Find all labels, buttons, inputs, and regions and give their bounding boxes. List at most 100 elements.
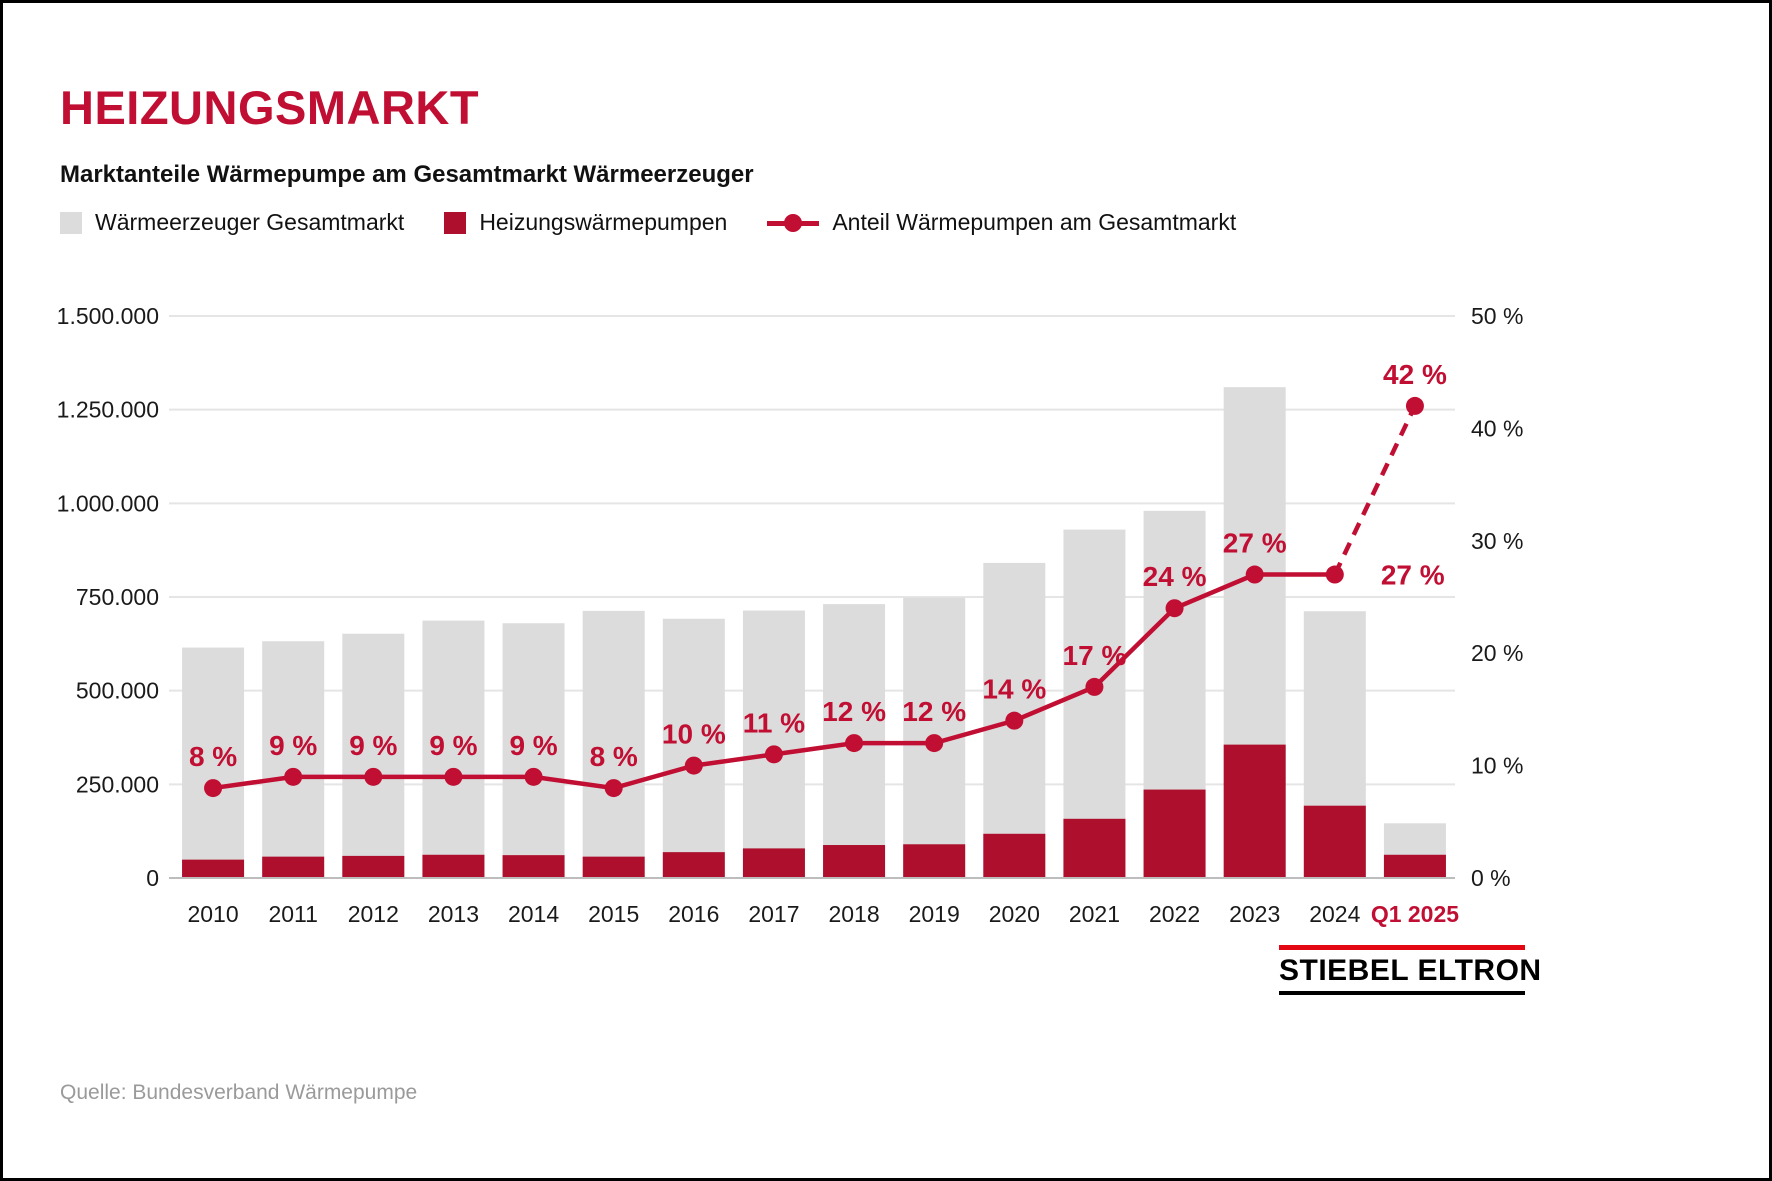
bar-total-market: [182, 647, 245, 878]
x-axis-label: 2012: [348, 901, 399, 927]
x-axis-label: 2024: [1309, 901, 1360, 927]
right-axis-tick: 50 %: [1471, 303, 1523, 329]
stiebel-eltron-logo: STIEBEL ELTRON: [1279, 945, 1542, 995]
legend: Wärmeerzeuger Gesamtmarkt Heizungswärmep…: [60, 209, 1236, 236]
x-axis-label: 2011: [268, 901, 317, 927]
share-line-point: [1405, 396, 1424, 415]
percent-label: 9 %: [429, 730, 477, 761]
share-line-point: [845, 734, 864, 753]
bar-heat-pumps: [502, 855, 565, 878]
percent-label: 10 %: [662, 719, 726, 750]
legend-label-gesamtmarkt: Wärmeerzeuger Gesamtmarkt: [95, 209, 405, 235]
bar-total-market: [422, 620, 485, 878]
x-axis-label: 2013: [428, 901, 479, 927]
percent-label: 12 %: [902, 696, 966, 727]
bar-heat-pumps: [1143, 789, 1206, 878]
bar-heat-pumps: [1223, 744, 1286, 878]
bar-heat-pumps: [1383, 854, 1446, 878]
left-axis-tick: 1.250.000: [57, 397, 159, 423]
x-axis-label: 2016: [668, 901, 719, 927]
x-axis-label: 2023: [1229, 901, 1280, 927]
red-square-icon: [444, 211, 467, 234]
bar-total-market: [502, 623, 565, 878]
percent-label: 17 %: [1063, 640, 1127, 671]
share-line-point: [684, 756, 703, 775]
share-line-point: [1245, 565, 1264, 584]
bar-heat-pumps: [662, 852, 725, 878]
page-title: HEIZUNGSMARKT: [60, 81, 480, 135]
right-axis-tick: 0 %: [1471, 865, 1511, 891]
percent-label: 8 %: [590, 741, 638, 772]
bar-heat-pumps: [823, 845, 886, 878]
legend-label-anteil: Anteil Wärmepumpen am Gesamtmarkt: [832, 209, 1237, 235]
share-line-point: [764, 745, 783, 764]
legend-item-waermepumpen: Heizungswärmepumpen: [444, 209, 727, 236]
share-line-dashed: [1332, 404, 1417, 576]
percent-label: 27 %: [1381, 560, 1445, 591]
percent-label: 9 %: [269, 730, 317, 761]
share-line-point: [925, 734, 944, 753]
logo-wordmark: STIEBEL ELTRON: [1279, 954, 1542, 987]
bar-total-market: [742, 610, 805, 878]
bar-heat-pumps: [983, 833, 1046, 878]
x-axis-label: 2021: [1069, 901, 1120, 927]
right-axis-tick: 10 %: [1471, 753, 1523, 779]
x-axis-label: 2017: [748, 901, 799, 927]
right-axis-tick: 40 %: [1471, 415, 1523, 441]
share-line-point: [1005, 711, 1024, 730]
source-note: Quelle: Bundesverband Wärmepumpe: [60, 1081, 418, 1104]
share-line-point: [524, 767, 543, 786]
legend-item-anteil: Anteil Wärmepumpen am Gesamtmarkt: [767, 209, 1236, 236]
percent-label: 12 %: [822, 696, 886, 727]
bar-heat-pumps: [182, 859, 245, 878]
x-axis-label: 2010: [187, 901, 238, 927]
percent-label: 14 %: [982, 674, 1046, 705]
left-axis-tick: 500.000: [76, 678, 159, 704]
red-line-dot-icon: [767, 212, 820, 234]
share-line-point: [1165, 599, 1184, 618]
gray-square-icon: [60, 211, 82, 234]
legend-label-waermepumpen: Heizungswärmepumpen: [479, 209, 728, 235]
right-axis-tick: 30 %: [1471, 528, 1523, 554]
bar-heat-pumps: [342, 855, 405, 878]
share-line-point: [284, 767, 303, 786]
bar-total-market: [342, 633, 405, 878]
percent-label: 9 %: [349, 730, 397, 761]
bar-total-market: [262, 641, 325, 878]
left-axis-tick: 1.000.000: [57, 490, 159, 516]
share-line-point: [1085, 677, 1104, 696]
logo-red-rule: [1279, 945, 1525, 950]
bar-heat-pumps: [422, 854, 485, 878]
x-axis-label: 2020: [989, 901, 1040, 927]
left-axis-tick: 250.000: [76, 771, 159, 797]
left-axis-tick: 1.500.000: [57, 303, 159, 329]
chart-canvas: 0 250.000 500.000 750.000 1.000.000 1.250.000…: [57, 303, 1524, 927]
chart-subtitle: Marktanteile Wärmepumpe am Gesamtmarkt W…: [60, 160, 754, 188]
percent-label: 27 %: [1223, 528, 1287, 559]
bar-heat-pumps: [1303, 805, 1366, 878]
bar-heat-pumps: [742, 848, 805, 878]
percent-label: 8 %: [189, 741, 237, 772]
x-axis-label: Q1 2025: [1371, 901, 1459, 927]
bar-total-market: [582, 610, 645, 878]
x-axis-label: 2019: [909, 901, 960, 927]
line-swatch-dot: [784, 213, 803, 232]
percent-label: 24 %: [1143, 561, 1207, 592]
right-axis-tick: 20 %: [1471, 640, 1523, 666]
x-axis-label: 2014: [508, 901, 559, 927]
bar-heat-pumps: [262, 856, 325, 878]
share-line-point: [204, 779, 223, 798]
percent-label: 42 %: [1383, 359, 1447, 390]
bar-heat-pumps: [582, 856, 645, 878]
bar-heat-pumps: [1063, 818, 1126, 878]
x-axis-label: 2015: [588, 901, 639, 927]
percent-label: 11 %: [743, 707, 805, 738]
left-axis-tick: 0: [146, 865, 159, 891]
x-axis-label: 2018: [828, 901, 879, 927]
share-line-point: [1325, 565, 1344, 584]
bar-total-market: [662, 618, 725, 878]
logo-black-rule: [1279, 991, 1525, 995]
share-line-point: [364, 767, 383, 786]
bar-heat-pumps: [903, 844, 966, 878]
